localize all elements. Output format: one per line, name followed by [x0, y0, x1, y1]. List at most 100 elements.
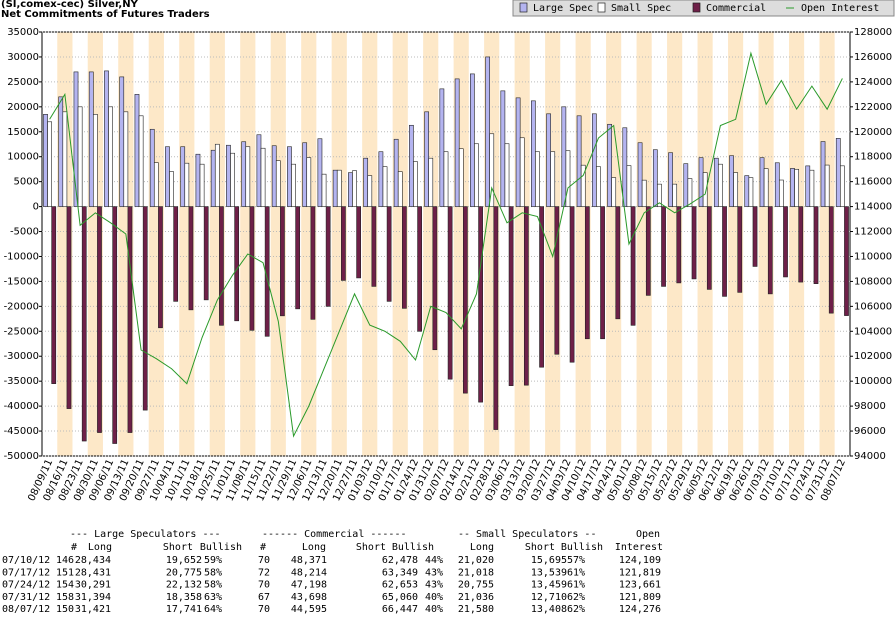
y2-tick-label: 98000	[854, 401, 886, 412]
table-cell: 63,349	[382, 567, 418, 578]
table-cell: 124,276	[619, 604, 661, 615]
bar	[550, 151, 556, 207]
bar	[783, 206, 788, 278]
bar	[561, 106, 567, 207]
bar	[47, 121, 52, 207]
bar	[546, 113, 551, 207]
bar	[310, 206, 316, 320]
bar	[744, 175, 750, 207]
stripe	[789, 32, 805, 456]
bar	[158, 206, 163, 329]
table-cell: 121,809	[619, 592, 661, 603]
bar	[348, 172, 353, 207]
table-cell: 44,595	[291, 604, 327, 615]
bar	[790, 168, 795, 207]
bar	[169, 171, 174, 207]
table-cell: 58%	[204, 580, 222, 591]
table-cell: 12,710	[531, 592, 567, 603]
bar	[508, 206, 514, 386]
bar	[622, 127, 628, 207]
stripe	[377, 32, 393, 456]
stripe	[316, 32, 332, 456]
table-cell: 47,198	[291, 580, 327, 591]
y2-tick-label: 118000	[854, 152, 892, 163]
bar	[302, 142, 308, 207]
bar	[748, 177, 754, 207]
bar	[722, 206, 727, 297]
line	[49, 51, 843, 438]
bar	[142, 206, 148, 411]
bar	[698, 157, 704, 207]
chart-title: (SI,comex-cec) Silver,NY	[1, 0, 139, 10]
bar	[81, 206, 87, 442]
stripe	[804, 32, 820, 456]
table-cell: 07/24/12	[2, 580, 50, 591]
bar	[397, 171, 403, 207]
table-cell: 72	[258, 567, 270, 578]
stripe	[285, 32, 302, 456]
bar	[256, 134, 262, 207]
table-cell: 62,478	[382, 555, 418, 566]
bar	[210, 149, 216, 207]
table-column-header: Short	[525, 542, 555, 553]
bar	[295, 206, 301, 310]
bar	[363, 157, 369, 207]
bar	[519, 137, 525, 207]
bar	[657, 183, 662, 207]
bar	[127, 206, 133, 433]
y-tick-label: -40000	[4, 401, 39, 412]
bar	[367, 175, 373, 207]
table-cell: 28,431	[75, 567, 111, 578]
table-cell: 21,018	[458, 567, 494, 578]
table-cell: 21,580	[458, 604, 494, 615]
y2-tick-label: 110000	[854, 251, 892, 262]
legend-label: Commercial	[706, 3, 766, 14]
y2-tick-label: 102000	[854, 351, 892, 362]
table-cell: 30,291	[75, 580, 111, 591]
bar	[824, 164, 830, 207]
bar	[417, 206, 422, 332]
table-cell: 150	[56, 604, 74, 615]
bar	[336, 169, 342, 207]
table-cell: 15,695	[531, 555, 567, 566]
bar	[188, 206, 194, 311]
table-group-header: Open	[636, 529, 660, 540]
bar	[443, 151, 449, 207]
table-column-header: #	[71, 542, 77, 553]
bar	[763, 168, 769, 207]
stripe	[834, 32, 850, 456]
y2-tick-label: 128000	[854, 27, 892, 38]
legend-label: Open Interest	[801, 3, 879, 14]
legend-swatch	[519, 2, 528, 13]
y2-tick-label: 122000	[854, 102, 892, 113]
bar	[226, 144, 231, 207]
table-cell: 20,755	[458, 580, 494, 591]
table-cell: 43%	[425, 580, 443, 591]
bar	[184, 162, 190, 207]
bar	[630, 206, 636, 326]
bar	[530, 100, 536, 207]
bar	[485, 56, 490, 207]
bar	[474, 143, 479, 207]
y2-tick-label: 112000	[854, 227, 892, 238]
stripe	[240, 32, 256, 456]
bar	[779, 179, 784, 207]
bar	[88, 71, 94, 207]
bar	[108, 106, 113, 207]
bar	[234, 206, 240, 322]
y2-tick-label: 96000	[854, 426, 886, 437]
table-cell: 67	[258, 592, 270, 603]
bar	[134, 94, 140, 207]
bar	[371, 206, 377, 287]
table-cell: 43%	[425, 567, 443, 578]
stripe	[651, 32, 668, 456]
stripe	[331, 32, 347, 456]
bar	[291, 163, 296, 207]
bar	[112, 206, 118, 444]
bar	[637, 142, 643, 207]
bar	[382, 166, 388, 207]
bar	[43, 114, 48, 207]
bar	[352, 170, 357, 207]
table-cell: 62,653	[382, 580, 418, 591]
